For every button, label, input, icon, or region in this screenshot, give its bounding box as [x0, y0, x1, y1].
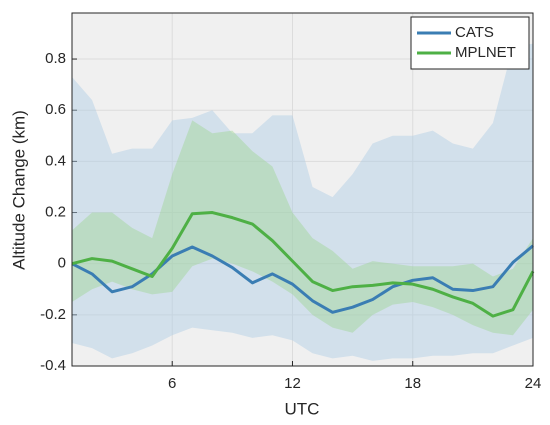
x-tick-label: 24: [525, 375, 542, 392]
x-axis-label: UTC: [285, 399, 320, 418]
legend-label: CATS: [455, 24, 494, 41]
plot-area: [72, 13, 533, 366]
error-band: [72, 43, 533, 361]
axes-frame: [71, 12, 534, 367]
y-tick-label: -0.2: [40, 306, 66, 323]
y-axis-label: Altitude Change (km): [9, 110, 28, 270]
y-tick-label: 0.2: [45, 203, 66, 220]
y-tick-label: 0.6: [45, 101, 66, 118]
x-tick-label: 6: [168, 375, 176, 392]
x-tick-label: 18: [404, 375, 421, 392]
y-tick-label: 0: [58, 255, 66, 272]
error-band: [72, 120, 533, 336]
y-tick-label: 0.4: [45, 152, 66, 169]
x-tick-label: 12: [284, 375, 301, 392]
series-line: [71, 211, 535, 318]
y-tick-label: -0.4: [40, 357, 66, 374]
y-tick-label: 0.8: [45, 50, 66, 67]
legend-label: MPLNET: [455, 44, 516, 61]
legend-box: [410, 16, 530, 70]
